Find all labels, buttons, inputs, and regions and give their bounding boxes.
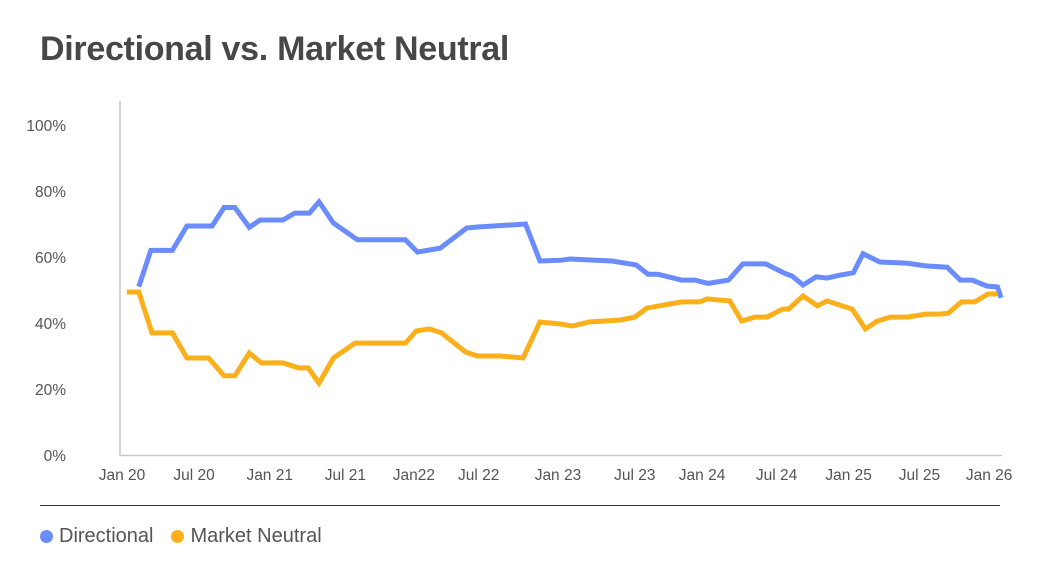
x-tick-label: Jul 22 bbox=[458, 467, 499, 484]
y-tick-label: 100% bbox=[26, 118, 66, 135]
y-tick-label: 0% bbox=[44, 448, 67, 465]
x-tick-label: Jul 24 bbox=[756, 467, 798, 484]
x-tick-label: Jan 24 bbox=[679, 467, 726, 484]
x-tick-label: Jul 23 bbox=[614, 467, 655, 484]
x-tick-label: Jan 26 bbox=[966, 467, 1013, 484]
x-tick-label: Jul 25 bbox=[899, 467, 940, 484]
legend-item-market-neutral[interactable]: Market Neutral bbox=[171, 525, 322, 548]
series-line-market-neutral bbox=[126, 289, 998, 388]
chart-title: Directional vs. Market Neutral bbox=[40, 30, 510, 68]
x-tick-label: Jul 21 bbox=[325, 467, 366, 484]
legend-item-directional[interactable]: Directional bbox=[40, 525, 153, 548]
legend-label: Market Neutral bbox=[190, 525, 322, 547]
x-tick-label: Jan 23 bbox=[535, 467, 582, 484]
series-line-directional bbox=[136, 197, 1004, 299]
y-tick-label: 60% bbox=[35, 250, 66, 267]
legend-label: Directional bbox=[59, 525, 154, 547]
y-tick-label: 80% bbox=[35, 184, 66, 201]
x-tick-label: Jan22 bbox=[393, 467, 435, 484]
legend-dot-icon bbox=[40, 530, 53, 543]
y-tick-label: 40% bbox=[35, 316, 66, 333]
x-tick-label: Jan 21 bbox=[246, 467, 293, 484]
x-tick-label: Jan 20 bbox=[99, 467, 146, 484]
x-tick-label: Jul 20 bbox=[173, 467, 215, 484]
x-tick-label: Jan 25 bbox=[825, 467, 872, 484]
legend: Directional Market Neutral bbox=[40, 525, 322, 548]
legend-dot-icon bbox=[171, 530, 185, 543]
y-tick-label: 20% bbox=[35, 382, 66, 399]
